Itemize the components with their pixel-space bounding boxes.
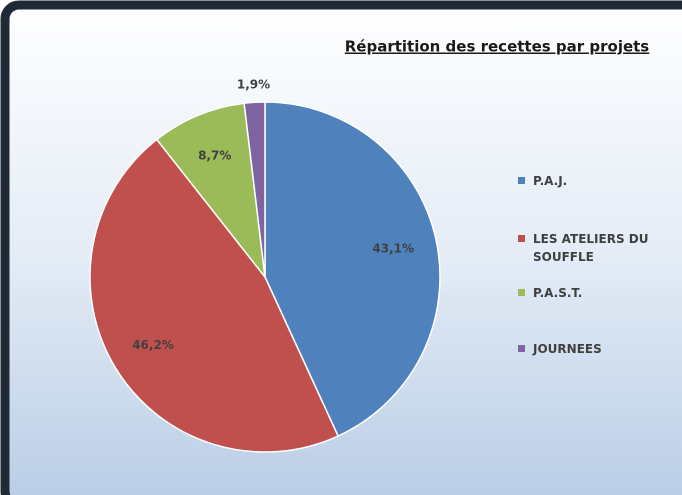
legend-item: P.A.J. bbox=[518, 172, 678, 190]
legend-swatch bbox=[518, 345, 525, 352]
legend-item: P.A.S.T. bbox=[518, 284, 678, 302]
legend-label: P.A.J. bbox=[533, 174, 568, 188]
legend-label: LES ATELIERS DU SOUFFLE bbox=[533, 232, 649, 264]
legend-label: P.A.S.T. bbox=[533, 286, 583, 300]
data-label: 1,9% bbox=[237, 77, 270, 91]
legend-item: LES ATELIERS DU SOUFFLE bbox=[518, 230, 678, 266]
legend-item: JOURNEES bbox=[518, 340, 678, 358]
legend-swatch bbox=[518, 177, 525, 184]
data-label: 8,7% bbox=[198, 148, 231, 162]
pie-slice bbox=[243, 101, 266, 278]
legend-swatch bbox=[518, 289, 525, 296]
data-label: 43,1% bbox=[372, 241, 414, 255]
legend-label: JOURNEES bbox=[533, 342, 602, 356]
data-label: 46,2% bbox=[132, 338, 174, 352]
pie-slice bbox=[89, 138, 340, 453]
pie-slice bbox=[155, 102, 267, 280]
legend-swatch bbox=[518, 235, 525, 242]
pie-slice bbox=[264, 101, 441, 438]
chart-title: Répartition des recettes par projets bbox=[345, 38, 650, 56]
